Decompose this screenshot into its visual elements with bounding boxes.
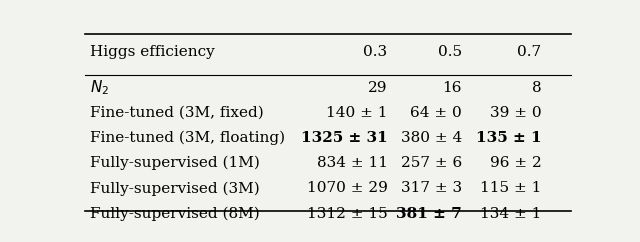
Text: 29: 29	[368, 81, 388, 95]
Text: 0.5: 0.5	[438, 45, 462, 59]
Text: Fully-supervised (8M): Fully-supervised (8M)	[90, 206, 260, 221]
Text: 0.3: 0.3	[364, 45, 388, 59]
Text: 381 ± 7: 381 ± 7	[396, 206, 462, 220]
Text: 834 ± 11: 834 ± 11	[317, 156, 388, 170]
Text: Fine-tuned (3M, floating): Fine-tuned (3M, floating)	[90, 131, 285, 145]
Text: 140 ± 1: 140 ± 1	[326, 106, 388, 120]
Text: 135 ± 1: 135 ± 1	[476, 131, 541, 145]
Text: 96 ± 2: 96 ± 2	[490, 156, 541, 170]
Text: 16: 16	[442, 81, 462, 95]
Text: 0.7: 0.7	[517, 45, 541, 59]
Text: 1312 ± 15: 1312 ± 15	[307, 206, 388, 220]
Text: Higgs efficiency: Higgs efficiency	[90, 45, 214, 59]
Text: 64 ± 0: 64 ± 0	[410, 106, 462, 120]
Text: 39 ± 0: 39 ± 0	[490, 106, 541, 120]
Text: 317 ± 3: 317 ± 3	[401, 181, 462, 195]
Text: 1325 ± 31: 1325 ± 31	[301, 131, 388, 145]
Text: Fine-tuned (3M, fixed): Fine-tuned (3M, fixed)	[90, 106, 264, 120]
Text: $N_2$: $N_2$	[90, 78, 109, 97]
Text: 8: 8	[532, 81, 541, 95]
Text: 134 ± 1: 134 ± 1	[480, 206, 541, 220]
Text: Fully-supervised (3M): Fully-supervised (3M)	[90, 181, 260, 196]
Text: 257 ± 6: 257 ± 6	[401, 156, 462, 170]
Text: 1070 ± 29: 1070 ± 29	[307, 181, 388, 195]
Text: 380 ± 4: 380 ± 4	[401, 131, 462, 145]
Text: 115 ± 1: 115 ± 1	[480, 181, 541, 195]
Text: Fully-supervised (1M): Fully-supervised (1M)	[90, 156, 260, 170]
